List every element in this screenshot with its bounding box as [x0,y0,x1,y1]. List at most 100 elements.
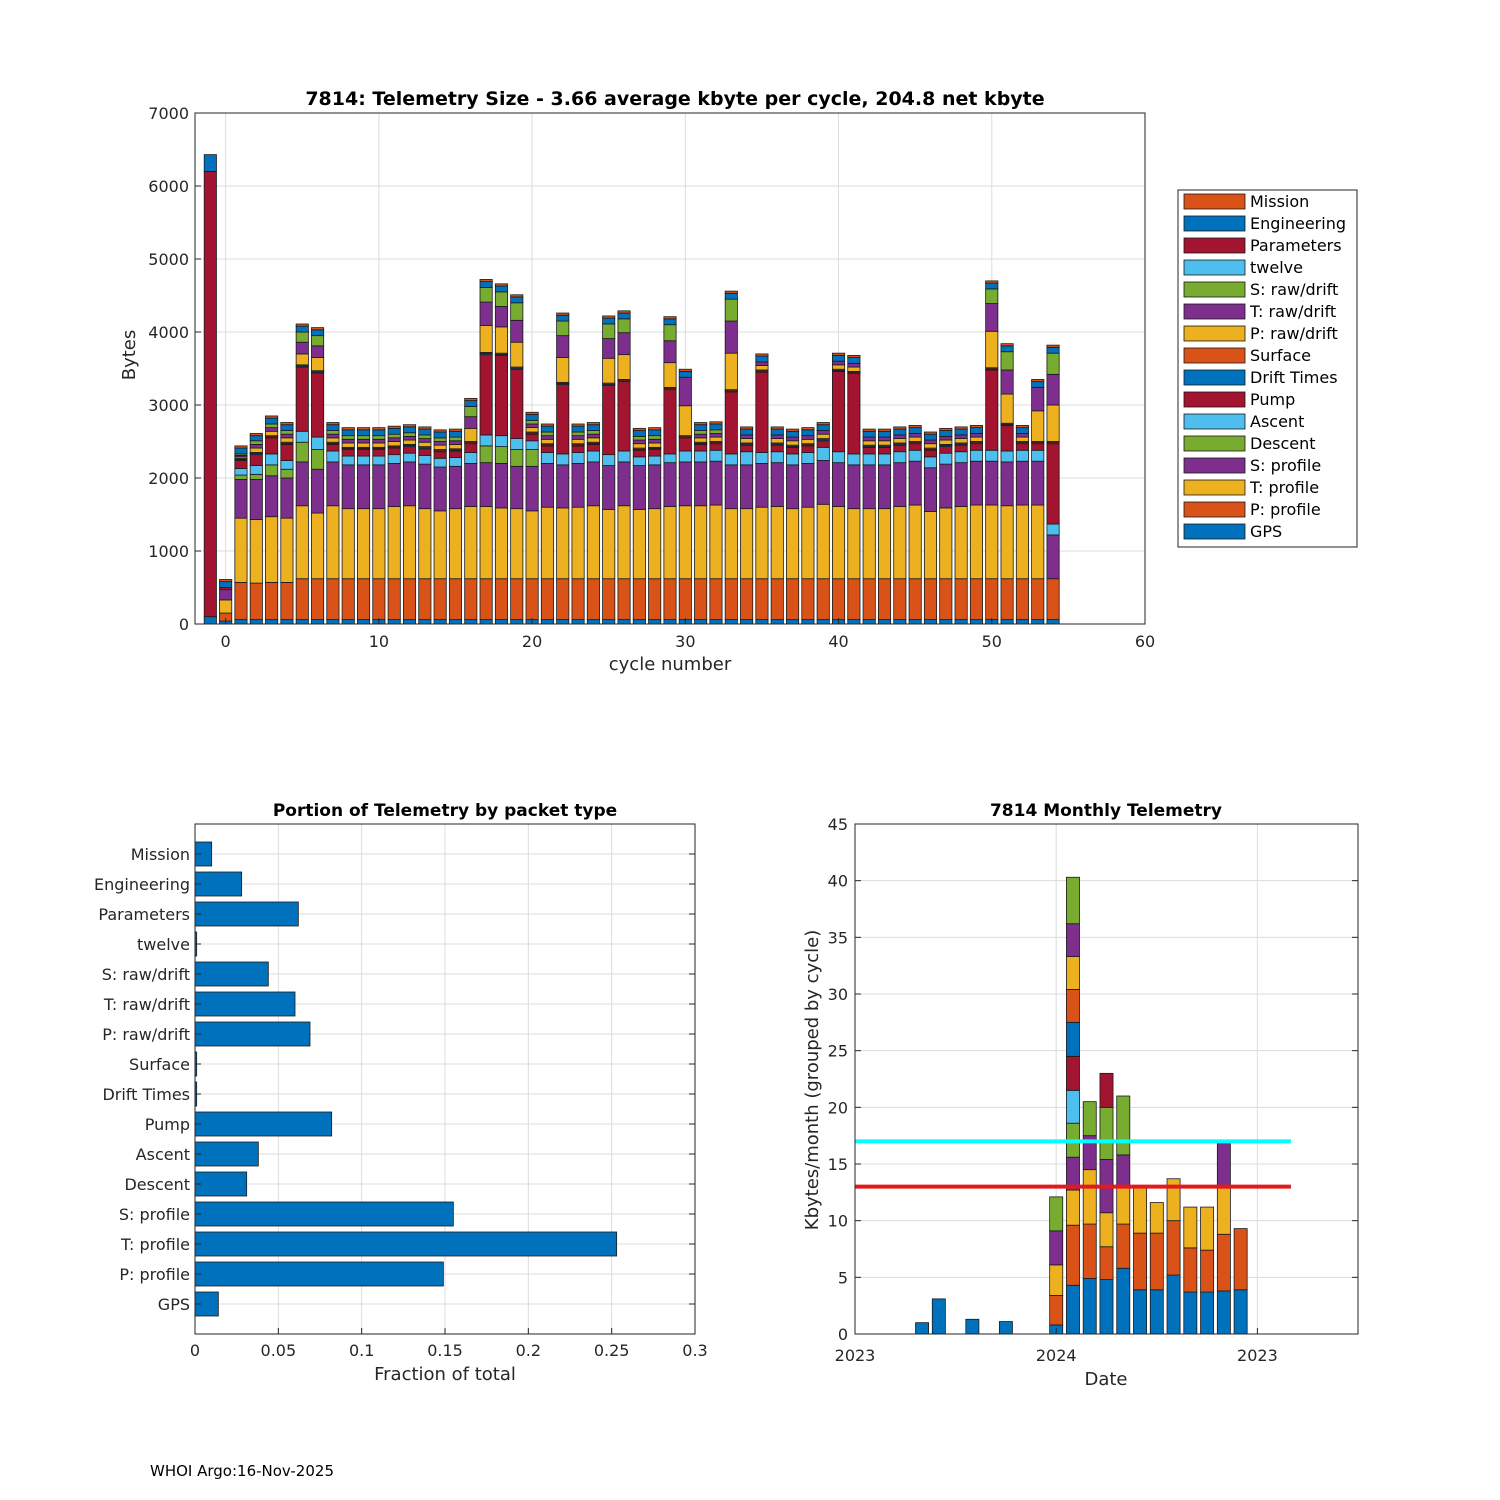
bar-segment [755,506,769,580]
bar-segment [648,619,662,625]
bar-segment [617,354,631,380]
bar-segment [816,424,830,431]
bar-segment [556,578,570,621]
bar-segment [402,432,417,437]
bar-segment [602,578,616,621]
bar-segment [1046,578,1060,621]
bar-segment [709,429,723,434]
bar-segment [770,438,784,444]
legend-label: Descent [1250,434,1316,453]
bar-segment [540,431,554,437]
bar-segment [418,441,432,448]
monthly-bar-segment [1066,1224,1080,1286]
bar-segment [1000,425,1014,452]
bar-segment [479,279,493,283]
bar-segment [1046,443,1060,525]
legend-swatch [1183,413,1246,430]
bar-segment [295,430,309,443]
bar-segment [801,429,815,437]
bar-segment [540,423,554,427]
bar-segment [694,422,708,426]
bar-segment [265,415,279,419]
bar-segment [494,578,508,621]
bar-segment [985,460,999,506]
monthly-bar-segment [1066,1055,1080,1091]
bar-segment [617,332,631,356]
bar-segment [648,508,662,580]
bar-segment [556,384,570,455]
bar-segment [985,578,999,621]
bar-segment [1046,346,1060,354]
legend-label: P: raw/drift [1250,324,1338,343]
bar-segment [540,438,554,445]
bar-segment [1000,345,1014,353]
bar-segment [755,353,769,357]
bar-segment [709,436,723,442]
bar-segment [402,426,417,434]
bar-segment [418,578,432,621]
bar-segment [1031,381,1045,388]
bar-segment [923,467,938,512]
bar-segment [969,619,983,625]
bar-segment [908,427,922,434]
fraction-bar [194,1171,248,1197]
bar-segment [1000,351,1014,371]
legend-label: P: profile [1250,500,1321,519]
bar-segment [939,446,953,454]
monthly-bar-segment [1049,1264,1064,1296]
bar-segment [418,454,432,465]
bar-segment [801,462,815,508]
bar-segment [954,428,968,436]
bar-segment [832,364,846,370]
bar-segment [280,477,294,519]
bar-segment [341,442,355,448]
y-tick-label: 0 [179,615,189,634]
bar-segment [494,283,508,287]
monthly-bar-segment [1066,956,1080,990]
y-tick-label: 4000 [148,323,189,342]
bar-segment [602,317,616,325]
bar-segment [908,425,922,429]
bar-segment [632,465,646,510]
bar-segment [847,354,861,358]
bar-segment [908,619,922,625]
bar-segment [433,444,447,450]
bar-segment [510,319,524,343]
bar-segment [648,435,662,440]
bar-segment [571,506,585,580]
bar-segment [908,460,922,506]
monthly-bar-segment [1066,1089,1080,1124]
monthly-bar-segment [1049,1295,1064,1326]
bar-segment [357,449,371,457]
category-label: GPS [158,1295,190,1314]
bar-segment [985,303,999,332]
monthly-bar-segment [1049,1196,1064,1232]
bar-segment [494,462,508,509]
y-tick-label: 20 [828,1098,848,1117]
x-tick-label: 0.05 [261,1341,297,1360]
bar-segment [877,446,892,455]
bar-segment [295,323,309,327]
bar-segment [724,508,738,580]
bar-segment [326,619,340,625]
x-tick-label: 0 [190,1341,200,1360]
legend-swatch [1183,369,1246,386]
monthly-bar-segment [1166,1274,1181,1335]
bar-segment [786,578,800,621]
bar-segment [219,599,233,614]
bar-segment [402,446,417,454]
bar-segment [877,436,892,442]
bar-segment [786,430,800,438]
bar-segment [402,439,417,445]
bar-segment [448,508,463,580]
bar-segment [617,505,631,580]
y-tick-label: 15 [828,1155,848,1174]
category-label: Parameters [98,905,190,924]
bar-segment [709,578,723,621]
bar-segment [295,366,309,432]
bar-segment [709,423,723,431]
bar-segment [632,439,646,445]
bar-segment [663,362,677,388]
bar-segment [847,453,861,466]
bar-segment [571,578,585,621]
